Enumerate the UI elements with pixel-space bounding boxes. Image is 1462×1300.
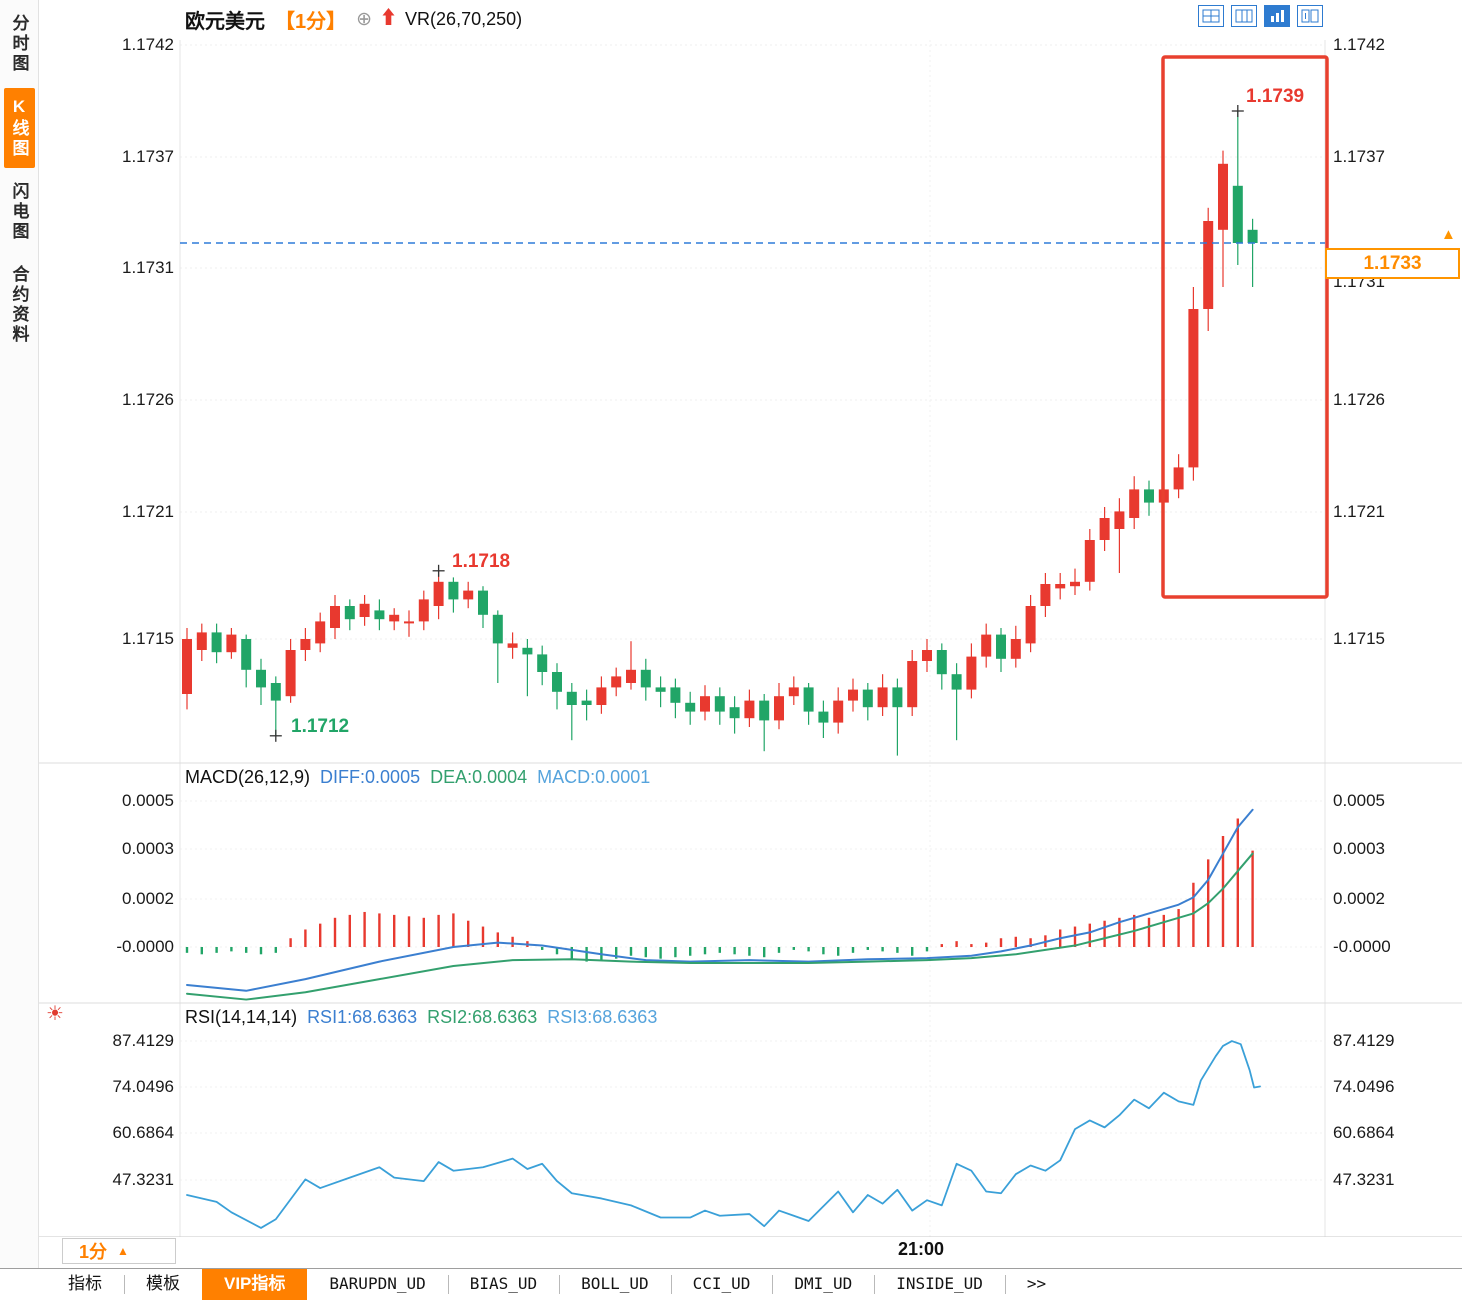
interval-label: 【1分】 — [275, 11, 347, 33]
rsi-axis-label: 87.4129 — [1333, 1031, 1395, 1050]
tab-bias-ud[interactable]: BIAS_UD — [447, 1269, 559, 1300]
tab-cci-ud[interactable]: CCI_UD — [670, 1269, 773, 1300]
macd-axis-label: 0.0005 — [1333, 791, 1385, 810]
interval-selector[interactable]: 1分 ▲ — [62, 1238, 176, 1264]
price-up-marker-icon: ▲ — [1441, 226, 1456, 243]
tab-inside-ud[interactable]: INSIDE_UD — [874, 1269, 1005, 1300]
tab-boll-ud[interactable]: BOLL_UD — [559, 1269, 670, 1300]
tab-more[interactable]: >> — [1004, 1269, 1068, 1300]
price-axis-label: 1.1726 — [1333, 390, 1385, 409]
macd-diff-line — [186, 808, 1254, 992]
macd-histogram — [185, 818, 1254, 962]
rsi3-value: RSI3:68.6363 — [547, 1007, 658, 1027]
macd-title: MACD(26,12,9) — [185, 767, 311, 787]
macd-axis-label: 0.0002 — [1333, 889, 1385, 908]
chart-header: 欧元美元 【1分】 ⊕ VR(26,70,250) — [185, 5, 522, 34]
sidebar-tab-kline[interactable]: K线图 — [3, 88, 35, 168]
price-annotation-low: 1.1712 — [291, 716, 350, 737]
indicator-tab-bar: 指标 模板 VIP指标 BARUPDN_UD BIAS_UD BOLL_UD C… — [0, 1268, 1462, 1300]
layout-quad-icon[interactable] — [1198, 5, 1224, 27]
rsi2-value: RSI2:68.6363 — [427, 1007, 538, 1027]
macd-header: MACD(26,12,9) DIFF:0.0005 DEA:0.0004 MAC… — [185, 767, 650, 788]
price-axis-label: 1.1715 — [1333, 629, 1385, 648]
macd-axis-label: 0.0003 — [122, 839, 174, 858]
rsi1-value: RSI1:68.6363 — [307, 1007, 418, 1027]
macd-axis-label: 0.0002 — [122, 889, 174, 908]
rsi-axis-label: 60.6864 — [1333, 1123, 1395, 1142]
last-price-badge: 1.1733 — [1325, 248, 1460, 279]
price-axis-label: 1.1731 — [122, 258, 174, 277]
sidebar-tab-lightning[interactable]: 闪电图 — [9, 182, 29, 242]
tab-barupdn-ud[interactable]: BARUPDN_UD — [329, 1274, 426, 1293]
rsi-title: RSI(14,14,14) — [185, 1007, 298, 1027]
macd-diff-value: DIFF:0.0005 — [320, 767, 421, 787]
price-axis-label: 1.1742 — [1333, 35, 1385, 54]
rsi-axis-label: 47.3231 — [1333, 1170, 1395, 1189]
chart-canvas[interactable] — [0, 0, 1462, 1237]
price-axis-label: 1.1726 — [122, 390, 174, 409]
overlay-indicator-label: VR(26,70,250) — [405, 9, 523, 29]
tab-templates[interactable]: 模板 — [124, 1269, 202, 1300]
add-indicator-icon[interactable]: ⊕ — [356, 9, 373, 30]
macd-dea-value: DEA:0.0004 — [430, 767, 528, 787]
tab-dmi-ud[interactable]: DMI_UD — [772, 1269, 874, 1300]
grid — [39, 40, 1462, 1237]
price-axis-label: 1.1721 — [122, 502, 174, 521]
sidebar-tab-contract-info[interactable]: 合约资料 — [9, 265, 29, 345]
macd-axis-label: 0.0005 — [122, 791, 174, 810]
rsi-axis-label: 87.4129 — [112, 1031, 174, 1050]
candles — [182, 111, 1258, 756]
rsi-axis-label: 60.6864 — [112, 1123, 174, 1142]
price-axis-label: 1.1742 — [122, 35, 174, 54]
rsi-axis-label: 74.0496 — [1333, 1077, 1395, 1096]
price-axis-label: 1.1737 — [1333, 147, 1385, 166]
symbol-name: 欧元美元 — [185, 11, 265, 33]
price-axis-label: 1.1737 — [122, 147, 174, 166]
price-annotation-swing-high: 1.1718 — [452, 551, 511, 572]
triangle-up-icon: ▲ — [117, 1244, 129, 1258]
price-axis-label: 1.1715 — [122, 629, 174, 648]
interval-selector-value: 1分 — [79, 1242, 108, 1262]
sun-icon: ☀ — [46, 1003, 64, 1025]
highlight-box — [1161, 55, 1329, 599]
layout-grid-icon[interactable] — [1231, 5, 1257, 27]
rsi-header: RSI(14,14,14) RSI1:68.6363 RSI2:68.6363 … — [185, 1007, 657, 1028]
rsi-line — [186, 1040, 1261, 1229]
sidebar-tab-timeshare[interactable]: 分时图 — [9, 14, 29, 74]
macd-dea-line — [186, 852, 1254, 1001]
rsi-axis-label: 74.0496 — [112, 1077, 174, 1096]
macd-axis-label: 0.0003 — [1333, 839, 1385, 858]
tab-indicators[interactable]: 指标 — [68, 1274, 102, 1293]
price-annotation-high: 1.1739 — [1246, 86, 1305, 107]
layout-toolbar — [1198, 5, 1323, 27]
time-axis-label: 21:00 — [898, 1239, 945, 1259]
layout-split-icon[interactable] — [1297, 5, 1323, 27]
macd-macd-value: MACD:0.0001 — [537, 767, 651, 787]
up-arrow-icon — [382, 8, 395, 31]
tab-vip-indicators[interactable]: VIP指标 — [202, 1269, 308, 1300]
swing-markers — [269, 105, 1244, 742]
layout-chart-icon[interactable] — [1264, 5, 1290, 27]
rsi-axis-label: 47.3231 — [112, 1170, 174, 1189]
macd-axis-label: -0.0000 — [116, 937, 174, 956]
sidebar: 分时图 K线图 闪电图 合约资料 — [0, 0, 39, 1268]
macd-axis-label: -0.0000 — [1333, 937, 1391, 956]
price-axis-label: 1.1721 — [1333, 502, 1385, 521]
